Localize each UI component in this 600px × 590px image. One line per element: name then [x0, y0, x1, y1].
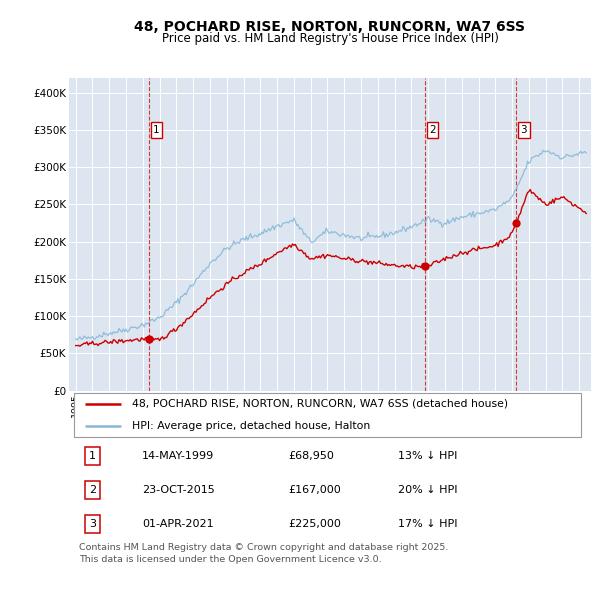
Text: Price paid vs. HM Land Registry's House Price Index (HPI): Price paid vs. HM Land Registry's House …	[161, 32, 499, 45]
Text: 1: 1	[89, 451, 96, 461]
Text: £167,000: £167,000	[288, 485, 341, 495]
Text: HPI: Average price, detached house, Halton: HPI: Average price, detached house, Halt…	[131, 421, 370, 431]
Text: £68,950: £68,950	[288, 451, 334, 461]
Text: 2: 2	[429, 125, 436, 135]
Text: 20% ↓ HPI: 20% ↓ HPI	[398, 485, 457, 495]
Text: £225,000: £225,000	[288, 519, 341, 529]
Text: 17% ↓ HPI: 17% ↓ HPI	[398, 519, 457, 529]
Text: Contains HM Land Registry data © Crown copyright and database right 2025.
This d: Contains HM Land Registry data © Crown c…	[79, 543, 449, 563]
Text: 48, POCHARD RISE, NORTON, RUNCORN, WA7 6SS: 48, POCHARD RISE, NORTON, RUNCORN, WA7 6…	[134, 19, 526, 34]
Text: 48, POCHARD RISE, NORTON, RUNCORN, WA7 6SS (detached house): 48, POCHARD RISE, NORTON, RUNCORN, WA7 6…	[131, 399, 508, 408]
FancyBboxPatch shape	[74, 394, 581, 437]
Text: 23-OCT-2015: 23-OCT-2015	[142, 485, 215, 495]
Text: 3: 3	[89, 519, 96, 529]
Text: 14-MAY-1999: 14-MAY-1999	[142, 451, 214, 461]
Text: 1: 1	[153, 125, 160, 135]
Text: 2: 2	[89, 485, 96, 495]
Text: 01-APR-2021: 01-APR-2021	[142, 519, 214, 529]
Text: 13% ↓ HPI: 13% ↓ HPI	[398, 451, 457, 461]
Text: 3: 3	[521, 125, 527, 135]
